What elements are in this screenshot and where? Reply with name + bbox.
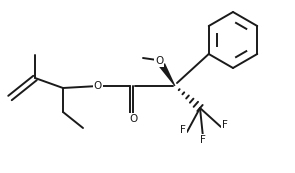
Polygon shape: [159, 63, 176, 86]
Text: O: O: [155, 56, 163, 66]
Text: O: O: [94, 81, 102, 91]
Text: F: F: [222, 120, 228, 130]
Text: F: F: [200, 135, 206, 145]
Text: O: O: [129, 114, 137, 124]
Text: F: F: [180, 125, 186, 135]
